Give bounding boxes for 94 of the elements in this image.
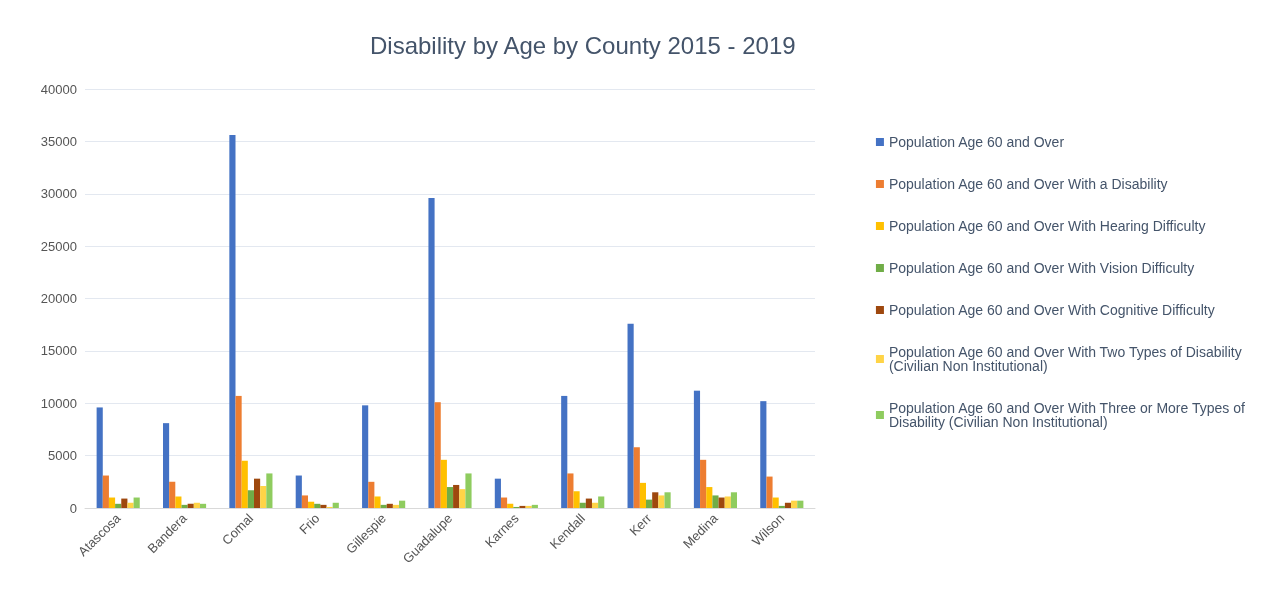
bar <box>434 402 441 508</box>
bar <box>646 499 653 508</box>
legend-label: Population Age 60 and Over With Two Types of Disability (Civilian Non Institutional) <box>888 344 1246 374</box>
bar <box>459 489 466 508</box>
bar <box>193 502 200 508</box>
bar <box>247 490 254 508</box>
bar <box>235 395 242 508</box>
bar <box>181 504 188 508</box>
bar <box>199 503 207 508</box>
bar <box>314 503 321 508</box>
bar <box>639 482 647 508</box>
bar <box>652 492 659 508</box>
bar <box>266 473 273 508</box>
bar <box>320 504 327 508</box>
x-tick-label: Kerr <box>626 510 655 539</box>
bar <box>392 504 400 508</box>
legend-label: Population Age 60 and Over With Hearing Difficulty <box>888 218 1206 234</box>
bar <box>374 496 381 508</box>
bar <box>724 496 731 508</box>
bar <box>368 481 375 508</box>
bar <box>332 502 339 508</box>
bar <box>598 496 605 508</box>
bar <box>127 502 134 508</box>
bar <box>519 505 526 508</box>
bar <box>453 484 460 508</box>
y-tick-label: 25000 <box>40 238 77 254</box>
bar <box>102 475 109 508</box>
bar <box>706 487 713 508</box>
bar <box>797 500 804 508</box>
bar <box>579 502 586 508</box>
bar <box>591 502 599 508</box>
legend-label: Population Age 60 and Over With Vision Difficulty <box>888 260 1195 276</box>
bar <box>494 478 501 508</box>
bar <box>664 492 671 508</box>
bar <box>428 197 435 508</box>
y-tick-label: 30000 <box>40 186 77 202</box>
bar <box>169 481 176 508</box>
bar <box>585 498 592 508</box>
bar <box>301 495 309 508</box>
y-tick-label: 0 <box>69 500 77 516</box>
bar <box>308 501 315 508</box>
bar <box>121 498 128 508</box>
bar <box>633 447 640 508</box>
bar <box>693 390 701 508</box>
bar <box>295 475 302 508</box>
y-tick-label: 5000 <box>48 448 77 464</box>
bar <box>525 505 532 508</box>
bar <box>760 401 767 508</box>
bar <box>784 502 792 508</box>
bar <box>162 423 170 508</box>
bar <box>175 496 182 508</box>
legend-label: Population Age 60 and Over With a Disability <box>888 176 1168 192</box>
bar <box>229 135 236 508</box>
chart-title: Disability by Age by County 2015 - 2019 <box>370 31 796 59</box>
bar <box>440 459 447 508</box>
bar <box>362 405 369 508</box>
bar <box>96 407 103 508</box>
bar <box>712 495 719 508</box>
bar <box>386 503 393 508</box>
bar <box>241 460 248 508</box>
bar <box>567 473 574 508</box>
bar <box>772 497 779 508</box>
y-tick-label: 35000 <box>40 133 77 149</box>
legend-label: Population Age 60 and Over <box>888 134 1065 150</box>
bar <box>115 503 122 508</box>
bar <box>573 491 580 508</box>
y-tick-label: 20000 <box>40 291 77 306</box>
bar <box>561 395 568 508</box>
y-tick-label: 10000 <box>40 395 77 411</box>
x-tick-label: Frio <box>296 510 323 538</box>
legend-label: Population Age 60 and Over With Cognitive Difficulty <box>888 302 1215 318</box>
bar <box>627 323 634 508</box>
bar <box>260 486 267 508</box>
bar <box>187 503 194 508</box>
bar <box>730 492 738 508</box>
bar <box>446 487 454 508</box>
bar <box>465 473 472 508</box>
bar <box>700 459 707 508</box>
bar <box>531 504 538 508</box>
bar <box>108 497 116 508</box>
bar <box>718 497 725 508</box>
bar <box>778 505 785 508</box>
bar <box>380 504 387 508</box>
bar <box>500 497 508 508</box>
bar <box>791 500 798 508</box>
y-tick-label: 40000 <box>40 81 77 97</box>
bar <box>399 500 406 508</box>
bar <box>507 503 514 508</box>
y-tick-label: 15000 <box>40 343 77 359</box>
bar <box>133 497 140 508</box>
bar <box>766 476 773 508</box>
bar <box>253 478 261 508</box>
bar <box>658 495 665 508</box>
legend-label: Population Age 60 and Over With Three or More Types of Disability (Civilian Non Institutional) <box>888 400 1249 430</box>
